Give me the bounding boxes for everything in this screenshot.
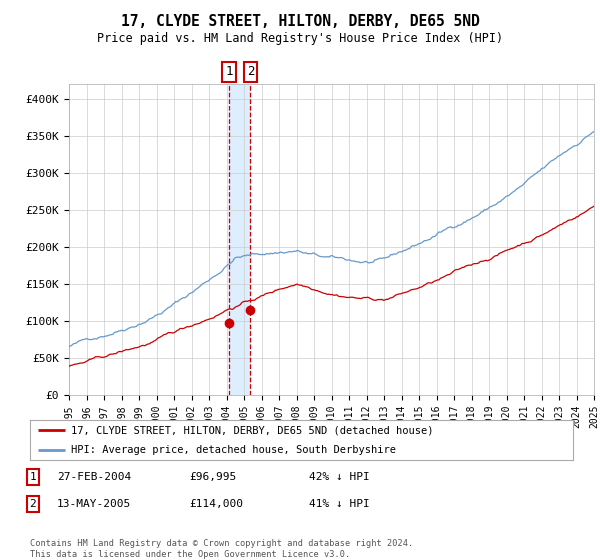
Text: 41% ↓ HPI: 41% ↓ HPI	[309, 499, 370, 509]
Text: 13-MAY-2005: 13-MAY-2005	[57, 499, 131, 509]
Text: 17, CLYDE STREET, HILTON, DERBY, DE65 5ND (detached house): 17, CLYDE STREET, HILTON, DERBY, DE65 5N…	[71, 426, 433, 436]
Text: Contains HM Land Registry data © Crown copyright and database right 2024.
This d: Contains HM Land Registry data © Crown c…	[30, 539, 413, 559]
Text: 2: 2	[29, 499, 37, 509]
Text: 27-FEB-2004: 27-FEB-2004	[57, 472, 131, 482]
Bar	[229, 84, 250, 395]
Text: 17, CLYDE STREET, HILTON, DERBY, DE65 5ND: 17, CLYDE STREET, HILTON, DERBY, DE65 5N…	[121, 14, 479, 29]
Text: 42% ↓ HPI: 42% ↓ HPI	[309, 472, 370, 482]
Text: 1: 1	[226, 66, 233, 78]
Text: £96,995: £96,995	[189, 472, 236, 482]
Text: £114,000: £114,000	[189, 499, 243, 509]
Text: Price paid vs. HM Land Registry's House Price Index (HPI): Price paid vs. HM Land Registry's House …	[97, 32, 503, 45]
Text: HPI: Average price, detached house, South Derbyshire: HPI: Average price, detached house, Sout…	[71, 445, 396, 455]
Text: 1: 1	[29, 472, 37, 482]
Text: 2: 2	[247, 66, 254, 78]
